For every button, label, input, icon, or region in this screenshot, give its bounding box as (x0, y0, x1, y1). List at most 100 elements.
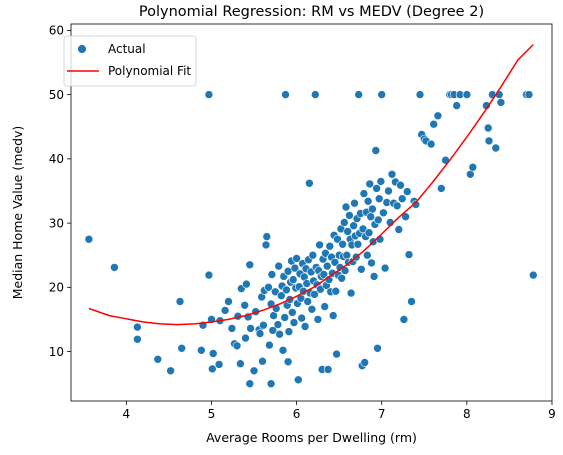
data-point (367, 258, 376, 268)
data-point (401, 212, 410, 221)
data-point (373, 215, 383, 225)
data-point (345, 211, 354, 220)
data-point (214, 360, 224, 369)
data-point (275, 329, 284, 339)
data-point (204, 90, 214, 99)
data-point (366, 212, 376, 221)
data-point (376, 177, 386, 186)
data-point (452, 101, 462, 110)
data-point (528, 270, 538, 280)
data-point (133, 334, 142, 344)
legend-label-polynomial-fit: Polynomial Fit (108, 64, 191, 78)
data-point (310, 290, 319, 299)
data-point (373, 343, 382, 353)
data-point (258, 356, 267, 366)
data-point (404, 250, 414, 259)
data-point (261, 240, 271, 250)
data-point (371, 146, 381, 155)
data-point (337, 273, 347, 283)
data-point (524, 90, 534, 99)
data-point (339, 218, 349, 227)
data-point (208, 349, 218, 358)
data-point (288, 275, 298, 284)
data-point (319, 270, 329, 279)
data-point (402, 187, 412, 196)
data-point (399, 315, 409, 324)
data-point (325, 241, 335, 251)
data-point (280, 313, 290, 322)
data-point (267, 270, 277, 279)
data-point (433, 111, 443, 121)
data-point (331, 286, 341, 296)
data-point (245, 379, 255, 389)
data-point (363, 197, 373, 206)
data-point (359, 189, 369, 198)
data-point (245, 260, 255, 270)
data-point (110, 263, 119, 272)
data-point (305, 179, 314, 188)
data-point (415, 90, 425, 99)
data-point (429, 119, 439, 129)
data-point (290, 263, 300, 273)
legend-label-actual: Actual (108, 42, 146, 56)
data-point (407, 297, 416, 306)
data-point (332, 349, 341, 359)
data-point (242, 279, 251, 289)
data-point (278, 345, 288, 355)
data-point (328, 311, 338, 320)
y-tick-label: 40 (49, 152, 64, 166)
x-tick-label: 9 (548, 407, 556, 421)
data-point (133, 322, 142, 332)
data-point (353, 240, 363, 249)
axes-frame (70, 23, 553, 402)
data-point (384, 186, 393, 196)
data-point (315, 240, 324, 250)
data-point (308, 250, 318, 260)
data-point (365, 179, 375, 189)
data-point (491, 143, 501, 153)
data-point (484, 136, 494, 146)
data-point (362, 250, 372, 260)
data-point (220, 306, 230, 315)
data-point (246, 324, 255, 333)
data-point (483, 123, 493, 133)
data-point (379, 208, 388, 218)
data-point (330, 257, 340, 267)
data-point (270, 287, 280, 297)
data-point (269, 311, 278, 320)
data-point (266, 379, 276, 389)
data-point (268, 326, 278, 335)
data-point (369, 272, 379, 281)
data-point (392, 201, 402, 211)
x-tick-label: 6 (293, 407, 301, 421)
data-point (462, 90, 472, 99)
x-tick-label: 7 (378, 407, 386, 421)
data-point (411, 200, 421, 209)
data-point (333, 234, 342, 244)
data-point (224, 297, 233, 306)
data-point (300, 322, 310, 331)
data-point (387, 170, 397, 179)
data-point (394, 225, 404, 234)
data-point (372, 184, 381, 193)
y-tick-label: 10 (49, 345, 64, 359)
legend-box (63, 35, 197, 87)
x-tick-label: 8 (463, 407, 471, 421)
data-point (346, 288, 356, 298)
data-point (175, 297, 185, 306)
data-point (310, 90, 320, 99)
x-axis-label: Average Rooms per Dwelling (rm) (206, 430, 417, 445)
data-point (468, 162, 478, 172)
data-point (166, 366, 175, 376)
data-point (236, 359, 245, 369)
data-point (249, 366, 259, 376)
legend-marker-actual (77, 44, 87, 54)
data-point (343, 227, 353, 236)
data-point (204, 270, 214, 280)
data-point (496, 98, 506, 107)
data-point (264, 282, 273, 292)
y-tick-label: 50 (49, 88, 64, 102)
data-point (341, 202, 351, 212)
data-point (208, 364, 217, 374)
data-point (287, 308, 297, 317)
